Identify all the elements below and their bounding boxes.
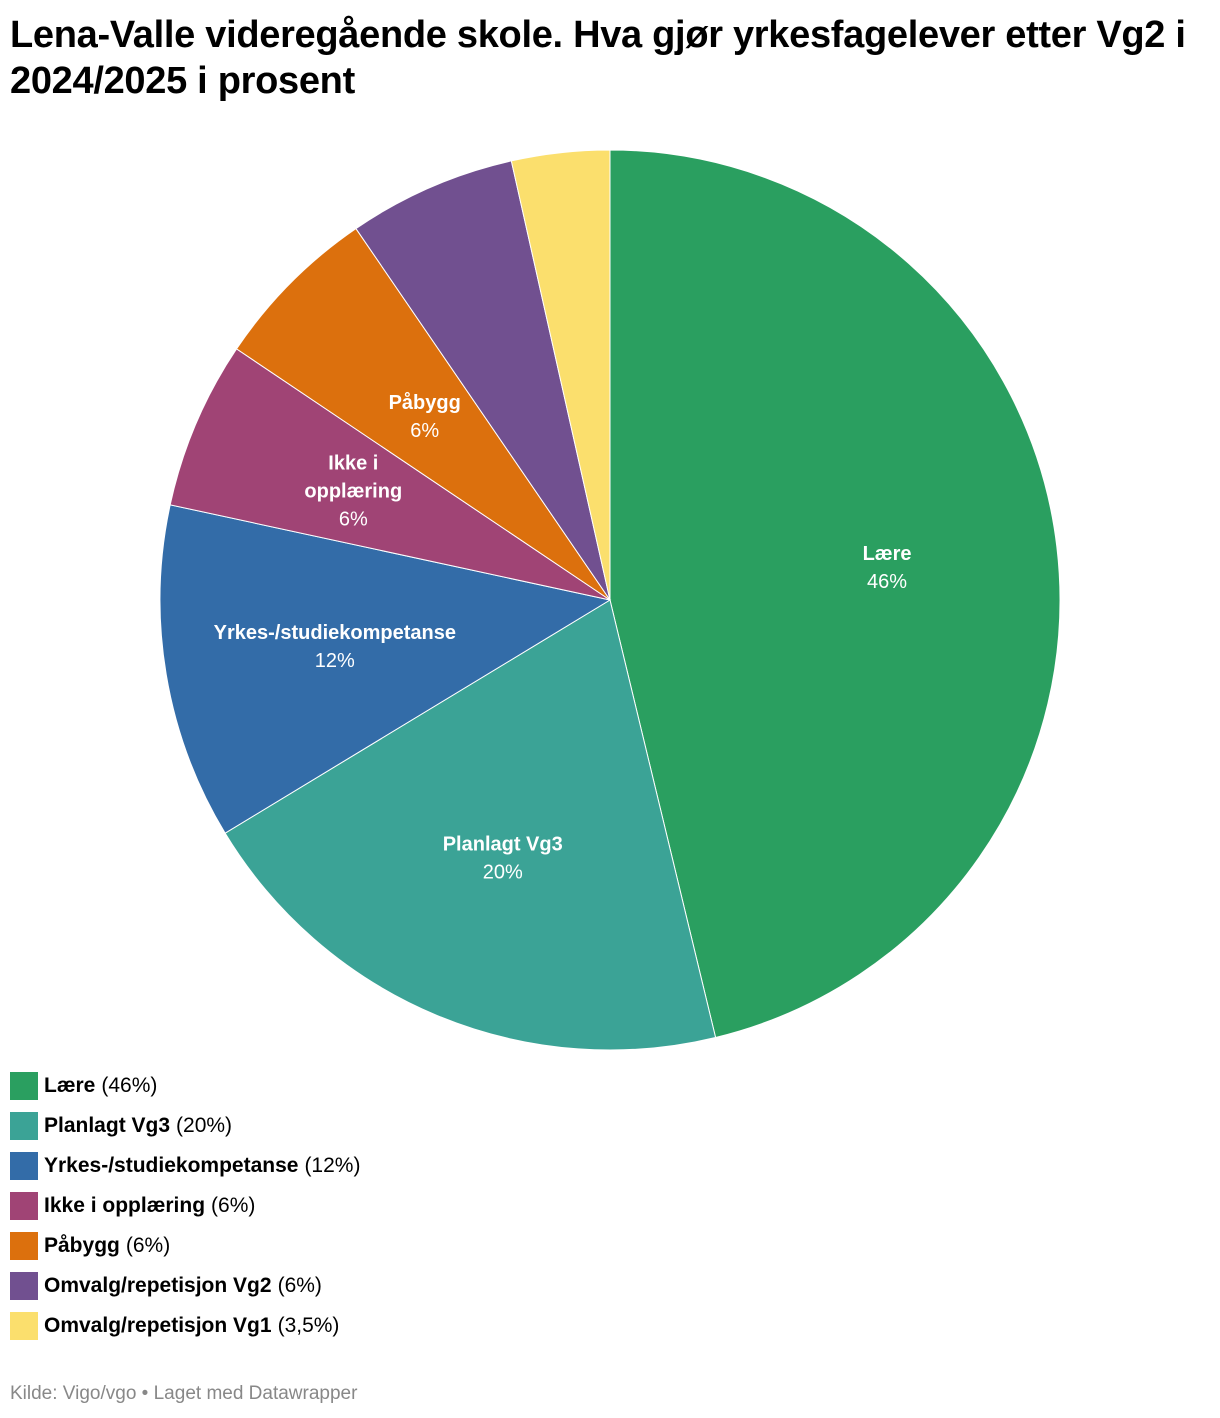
- pie-slice-pabygg: [235, 227, 611, 601]
- legend-swatch: [10, 1192, 38, 1220]
- legend-value: (6%): [277, 1274, 322, 1297]
- legend-label: Yrkes-/studiekompetanse: [44, 1154, 299, 1177]
- pie-slice-laere: [609, 149, 1061, 1039]
- legend-swatch: [10, 1312, 38, 1340]
- slice-label-pabygg: Påbygg 6%: [389, 391, 461, 442]
- slice-label-value: 20%: [483, 862, 523, 884]
- legend-label: Ikke i opplæring: [44, 1194, 206, 1217]
- pie-chart: Lære 46% Planlagt Vg3 20% Yrkes-/studiekompe…: [159, 149, 1061, 1051]
- legend-swatch: [10, 1152, 38, 1180]
- legend-value: (6%): [125, 1234, 171, 1257]
- pie-slice-ikke-i-opplaering: [169, 348, 611, 601]
- slice-label-laere: Lære 46%: [863, 543, 912, 593]
- legend-item-ikke-i-opplaering: Ikke i opplæring (6%): [10, 1186, 360, 1226]
- pie-slice-yrkes-studiekompetanse: [159, 504, 612, 834]
- legend-item-yrkes-studiekompetanse: Yrkes-/studiekompetanse (12%): [10, 1146, 360, 1186]
- pie-slice-omvalg-repetisjon-vg1: [510, 149, 611, 601]
- slice-label-name: Lære: [863, 543, 912, 565]
- legend-item-planlagt-vg3: Planlagt Vg3 (20%): [10, 1106, 360, 1146]
- legend-item-omvalg-repetisjon-vg2: Omvalg/repetisjon Vg2 (6%): [10, 1266, 360, 1306]
- slice-label-planlagt-vg3: Planlagt Vg3 20%: [443, 834, 563, 884]
- slice-label-name: Påbygg: [389, 391, 461, 414]
- legend-value: (6%): [211, 1194, 256, 1217]
- legend-item-omvalg-repetisjon-vg1: Omvalg/repetisjon Vg1 (3,5%): [10, 1306, 360, 1346]
- slice-label-name: Yrkes-/studiekompetanse: [214, 622, 456, 644]
- legend-swatch: [10, 1112, 38, 1140]
- legend-label: Lære: [44, 1074, 96, 1097]
- slice-label-ikke-i-opplaering: Ikke i opplæring 6%: [304, 453, 402, 531]
- slice-label-name: Ikke i: [328, 453, 378, 475]
- legend-value: (3,5%): [277, 1314, 340, 1337]
- legend-swatch: [10, 1232, 38, 1260]
- chart-title: Lena-Valle videregående skole. Hva gjør …: [10, 14, 1186, 102]
- legend-label: Påbygg: [44, 1234, 120, 1257]
- pie-slice-omvalg-repetisjon-vg2: [355, 160, 611, 601]
- legend-value: (12%): [304, 1154, 361, 1177]
- slice-label-value: 6%: [339, 509, 368, 531]
- legend-swatch: [10, 1272, 38, 1300]
- slice-label-yrkes-studiekompetanse: Yrkes-/studiekompetanse 12%: [214, 622, 456, 672]
- legend-value: (20%): [176, 1114, 233, 1137]
- legend-label: Planlagt Vg3: [44, 1114, 171, 1137]
- legend-label: Omvalg/repetisjon Vg2: [44, 1274, 272, 1297]
- pie-slice-planlagt-vg3: [224, 599, 717, 1051]
- slice-label-value: 6%: [410, 420, 439, 442]
- slice-label-name: Planlagt Vg3: [443, 834, 563, 856]
- slice-label-value: 46%: [867, 571, 907, 593]
- legend-swatch: [10, 1072, 38, 1100]
- legend-value: (46%): [101, 1074, 158, 1097]
- legend-item-laere: Lære (46%): [10, 1066, 360, 1106]
- source-footer: Kilde: Vigo/vgo • Laget med Datawrapper: [10, 1383, 358, 1404]
- legend-label: Omvalg/repetisjon Vg1: [44, 1314, 272, 1337]
- slice-label-name: opplæring: [304, 481, 402, 503]
- legend: Lære (46%) Planlagt Vg3 (20%) Yrkes-/studiek…: [10, 1066, 360, 1346]
- slice-label-value: 12%: [315, 650, 355, 672]
- legend-item-pabygg: Påbygg (6%): [10, 1226, 360, 1266]
